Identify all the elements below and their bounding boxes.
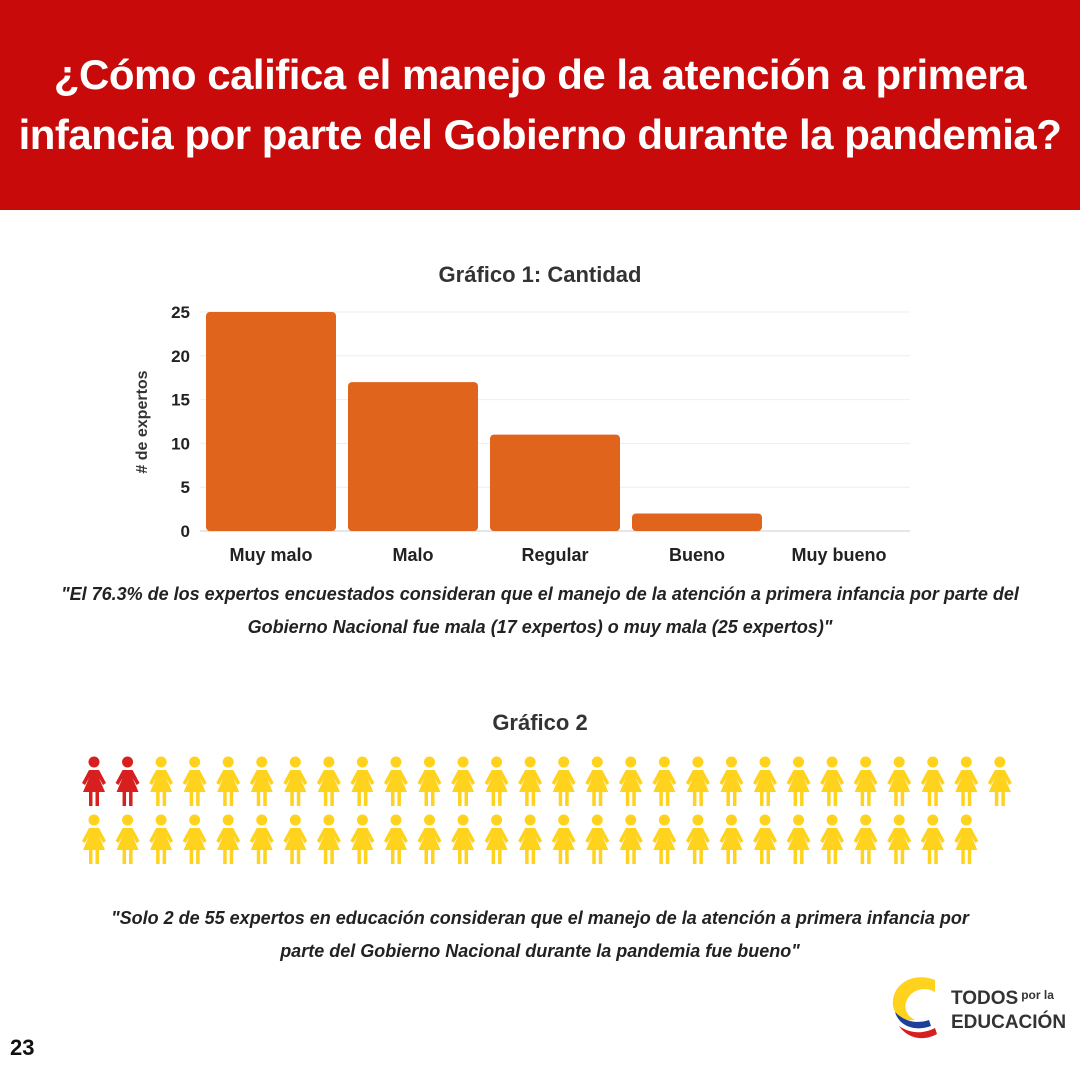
person-icon — [853, 814, 878, 864]
person-icon — [82, 814, 106, 864]
x-tick-label: Bueno — [669, 545, 725, 565]
y-tick-label: 5 — [181, 478, 190, 497]
person-icon — [618, 814, 643, 864]
person-icon — [920, 756, 945, 806]
person-icon — [216, 814, 241, 864]
person-icon — [786, 756, 811, 806]
page-number: 23 — [10, 1035, 35, 1060]
person-icon — [149, 756, 174, 806]
bar — [632, 513, 762, 531]
x-tick-label: Malo — [392, 545, 433, 565]
person-icon — [685, 756, 710, 806]
bar — [206, 312, 336, 531]
bar — [348, 382, 478, 531]
person-icon — [585, 756, 610, 806]
person-icon — [484, 756, 509, 806]
person-icon — [518, 814, 543, 864]
x-tick-label: Muy bueno — [792, 545, 887, 565]
person-icon — [182, 756, 207, 806]
person-icon — [417, 756, 442, 806]
person-icon — [853, 756, 878, 806]
chart2-title: Gráfico 2 — [492, 710, 588, 735]
person-icon — [954, 814, 979, 864]
chart1-title: Gráfico 1: Cantidad — [438, 262, 642, 287]
person-icon — [954, 756, 979, 806]
person-icon — [350, 756, 375, 806]
person-icon — [149, 814, 174, 864]
person-icon — [518, 756, 543, 806]
x-tick-label: Muy malo — [229, 545, 312, 565]
person-icon — [115, 814, 140, 864]
person-icon — [719, 814, 744, 864]
page-title: ¿Cómo califica el manejo de la atención … — [18, 51, 1062, 158]
person-icon — [383, 756, 408, 806]
person-icon — [115, 756, 140, 806]
y-tick-label: 10 — [171, 434, 190, 453]
person-icon — [652, 756, 677, 806]
person-icon — [753, 756, 777, 806]
person-icon — [316, 814, 341, 864]
person-icon — [383, 814, 408, 864]
person-icon — [82, 756, 106, 806]
person-icon — [652, 814, 677, 864]
person-icon — [451, 756, 476, 806]
person-icon — [249, 814, 274, 864]
person-icon — [987, 756, 1012, 806]
person-icon — [417, 814, 442, 864]
person-icon — [551, 814, 576, 864]
x-tick-label: Regular — [521, 545, 588, 565]
person-icon — [484, 814, 509, 864]
person-icon — [920, 814, 945, 864]
person-icon — [786, 814, 811, 864]
todos-por-la-educacion-logo: TODOS por la EDUCACIÓN — [885, 970, 1067, 1050]
person-icon — [887, 814, 912, 864]
person-icon — [618, 756, 643, 806]
person-icon — [551, 756, 576, 806]
person-icon — [685, 814, 710, 864]
person-icon — [283, 814, 308, 864]
logo-text-line2: EDUCACIÓN — [951, 1012, 1067, 1033]
person-icon — [585, 814, 610, 864]
person-icon — [283, 756, 308, 806]
person-icon — [216, 756, 241, 806]
person-icon — [350, 814, 375, 864]
bar — [490, 434, 620, 531]
y-axis-label: # de expertos — [134, 370, 151, 473]
y-tick-label: 15 — [171, 391, 190, 410]
person-icon — [249, 756, 274, 806]
person-icon — [719, 756, 744, 806]
person-icon — [887, 756, 912, 806]
chart1-quote: "El 76.3% de los expertos encuestados co… — [61, 584, 1019, 637]
bar-chart: 0 5 10 15 20 25 # de expertos Muy malo Malo Regul… — [134, 303, 910, 565]
person-icon — [820, 814, 845, 864]
person-icon — [451, 814, 476, 864]
person-icon — [182, 814, 207, 864]
y-tick-label: 20 — [171, 347, 190, 366]
chart2-quote: "Solo 2 de 55 expertos en educación cons… — [111, 908, 969, 961]
y-tick-label: 0 — [181, 522, 190, 541]
y-tick-label: 25 — [171, 303, 190, 322]
person-icon — [316, 756, 341, 806]
header-banner: ¿Cómo califica el manejo de la atención … — [0, 0, 1080, 210]
logo-text-line1: TODOS por la — [951, 988, 1054, 1009]
pictogram-chart — [82, 756, 1012, 864]
person-icon — [820, 756, 845, 806]
person-icon — [753, 814, 777, 864]
logo-mark-icon — [892, 977, 937, 1039]
